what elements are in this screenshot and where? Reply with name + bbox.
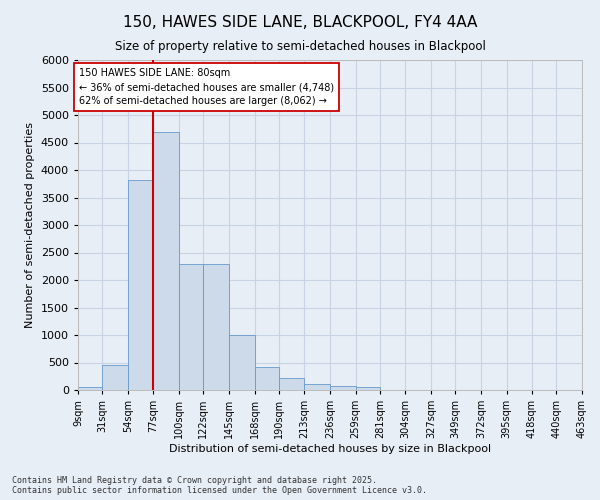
Bar (356, 387, 380, 390)
Bar (229, 335, 254, 390)
Bar (128, 180, 154, 390)
Bar (279, 378, 304, 390)
Text: Contains HM Land Registry data © Crown copyright and database right 2025.
Contai: Contains HM Land Registry data © Crown c… (12, 476, 427, 495)
Text: Size of property relative to semi-detached houses in Blackpool: Size of property relative to semi-detach… (115, 40, 485, 53)
Text: 150 HAWES SIDE LANE: 80sqm
← 36% of semi-detached houses are smaller (4,748)
62%: 150 HAWES SIDE LANE: 80sqm ← 36% of semi… (79, 68, 334, 106)
Text: 150, HAWES SIDE LANE, BLACKPOOL, FY4 4AA: 150, HAWES SIDE LANE, BLACKPOOL, FY4 4AA (123, 15, 477, 30)
Bar (179, 264, 203, 390)
Bar (154, 132, 179, 390)
Bar (330, 386, 356, 390)
Bar (103, 365, 128, 390)
Bar (254, 368, 279, 390)
Bar (203, 264, 229, 390)
Y-axis label: Number of semi-detached properties: Number of semi-detached properties (25, 122, 35, 328)
Bar (304, 384, 330, 390)
X-axis label: Distribution of semi-detached houses by size in Blackpool: Distribution of semi-detached houses by … (169, 444, 491, 454)
Bar (78, 387, 103, 390)
